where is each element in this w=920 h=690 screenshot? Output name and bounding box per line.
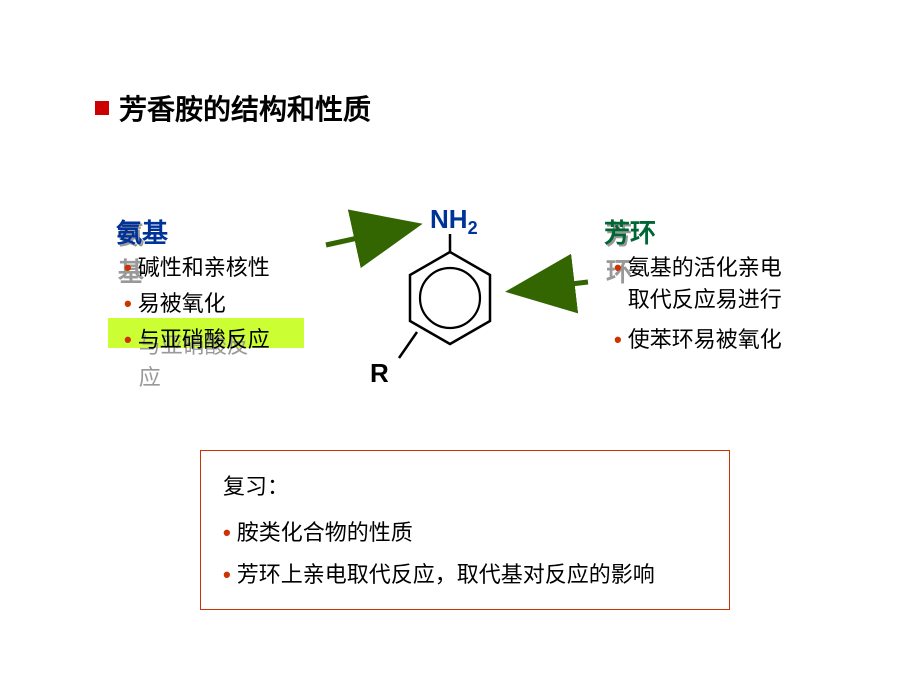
review-box: 复习： •胺类化合物的性质 •芳环上亲电取代反应，取代基对反应的影响 <box>200 450 730 610</box>
review-item-2-text: 芳环上亲电取代反应，取代基对反应的影响 <box>237 562 655 587</box>
right-subheading-text: 芳环 <box>604 218 656 248</box>
review-item-1-text: 胺类化合物的性质 <box>237 520 413 545</box>
left-subheading: 氨基 氨基 <box>116 213 168 250</box>
right-subheading: 芳环 芳环 <box>604 213 656 250</box>
review-title: 复习： <box>223 469 707 501</box>
review-item-2: •芳环上亲电取代反应，取代基对反应的影响 <box>223 557 707 589</box>
review-item-1: •胺类化合物的性质 <box>223 515 707 547</box>
bullet-dot-icon: • <box>223 520 231 545</box>
bullet-dot-icon: • <box>223 562 231 587</box>
left-subheading-text: 氨基 <box>116 218 168 248</box>
